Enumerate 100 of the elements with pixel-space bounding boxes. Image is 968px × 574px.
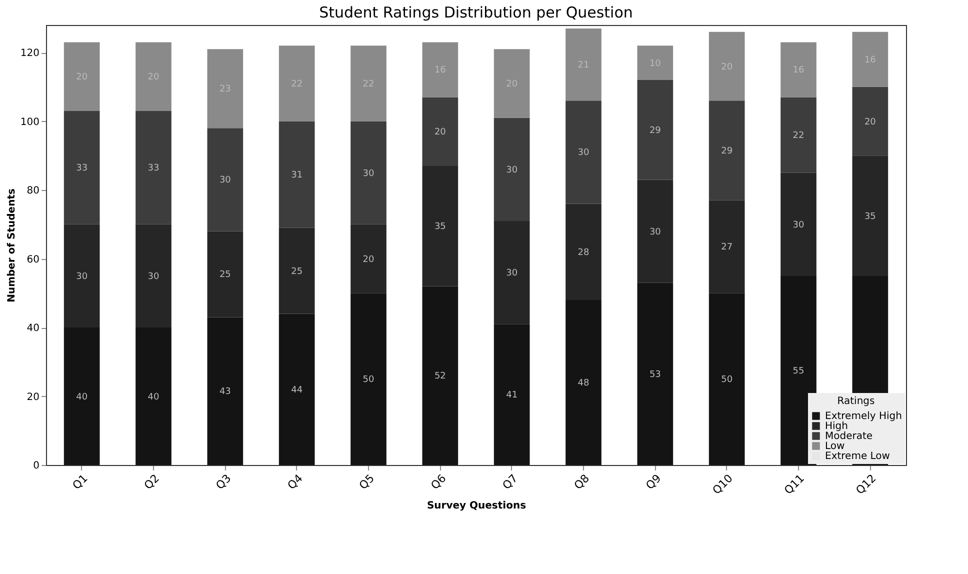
data-label: 43 <box>219 387 231 398</box>
bar <box>708 100 745 200</box>
legend-label: Extremely High <box>825 411 902 422</box>
bar <box>494 118 530 221</box>
bar <box>278 228 315 314</box>
bar <box>780 42 816 98</box>
data-label: 35 <box>864 212 876 222</box>
bar <box>64 110 100 224</box>
y-tick-label: 40 <box>26 323 40 334</box>
y-tick-label: 20 <box>26 392 40 403</box>
legend-label: High <box>825 421 848 432</box>
bar <box>708 32 745 101</box>
data-label: 40 <box>148 392 160 402</box>
bar <box>278 121 315 228</box>
data-label: 20 <box>434 128 446 138</box>
x-tick-label: Q12 <box>853 472 879 498</box>
bar <box>637 282 674 465</box>
data-label: 44 <box>291 385 303 396</box>
y-axis-title: Number of Students <box>6 188 18 302</box>
data-label: 48 <box>578 378 590 388</box>
x-tick-label: Q5 <box>356 472 377 492</box>
bar <box>852 32 888 87</box>
bar <box>422 97 458 166</box>
data-label: 27 <box>721 242 733 253</box>
bar <box>278 314 315 465</box>
x-tick-label: Q2 <box>142 472 162 492</box>
bar <box>278 46 315 122</box>
bar <box>566 100 602 204</box>
bar <box>350 224 386 294</box>
data-label: 30 <box>506 268 518 278</box>
x-tick-label: Q6 <box>428 472 449 492</box>
data-label: 30 <box>362 168 374 179</box>
bar <box>566 28 602 101</box>
data-label: 30 <box>578 148 590 158</box>
bar <box>207 49 244 128</box>
x-axis-title: Survey Questions <box>426 500 526 512</box>
data-label: 30 <box>219 176 232 186</box>
bar <box>494 220 530 324</box>
data-label: 33 <box>76 164 88 174</box>
bar <box>422 166 458 286</box>
data-label: 30 <box>76 272 88 282</box>
bar <box>422 286 458 465</box>
data-label: 28 <box>578 248 590 258</box>
x-tick-label: Q7 <box>500 472 520 492</box>
bar <box>350 293 386 465</box>
bar <box>780 276 816 465</box>
bar <box>566 204 602 300</box>
bar <box>136 224 172 328</box>
x-tick-label: Q8 <box>572 472 592 492</box>
bar <box>207 231 244 318</box>
y-tick-label: 120 <box>20 48 40 59</box>
bar <box>852 86 888 156</box>
x-tick-label: Q1 <box>70 472 90 492</box>
bar <box>780 172 816 276</box>
legend-label: Moderate <box>825 431 873 442</box>
bar <box>566 300 602 465</box>
data-label: 41 <box>506 390 518 401</box>
bar <box>637 180 674 283</box>
data-label: 20 <box>362 254 374 265</box>
bar <box>494 324 530 465</box>
chart-title: Student Ratings Distribution per Question <box>319 3 633 22</box>
data-label: 22 <box>792 131 804 141</box>
bar <box>207 128 244 232</box>
bar <box>350 46 386 122</box>
bar <box>207 317 244 465</box>
data-label: 25 <box>219 270 231 280</box>
data-label: 53 <box>649 370 661 380</box>
bar <box>494 49 530 118</box>
data-label: 50 <box>721 375 733 386</box>
bar <box>64 328 100 465</box>
bar <box>64 42 100 111</box>
data-label: 30 <box>649 227 662 238</box>
y-tick-label: 80 <box>26 186 40 196</box>
data-label: 40 <box>76 392 88 402</box>
bar <box>780 97 816 173</box>
bar <box>637 46 674 80</box>
y-tick-label: 60 <box>26 254 40 266</box>
data-label: 50 <box>362 375 374 386</box>
x-tick-label: Q10 <box>710 472 736 498</box>
x-tick-label: Q3 <box>213 472 234 492</box>
legend-label: Extreme Low <box>825 451 890 462</box>
bar <box>637 80 674 180</box>
bar <box>708 293 745 465</box>
y-tick-label: 100 <box>20 116 40 128</box>
data-label: 31 <box>291 170 303 181</box>
data-label: 35 <box>434 222 446 232</box>
bar <box>422 42 458 98</box>
data-label: 30 <box>506 165 518 176</box>
bar <box>136 110 172 224</box>
data-label: 52 <box>434 372 446 382</box>
data-label: 30 <box>148 272 160 282</box>
x-tick-label: Q11 <box>782 472 807 498</box>
data-label: 29 <box>721 146 733 156</box>
bar <box>136 42 172 111</box>
data-label: 29 <box>649 126 662 136</box>
bar <box>64 224 100 328</box>
data-label: 55 <box>792 366 804 376</box>
data-label: 33 <box>148 164 160 174</box>
legend-label: Low <box>825 441 845 452</box>
data-label: 20 <box>864 117 876 128</box>
